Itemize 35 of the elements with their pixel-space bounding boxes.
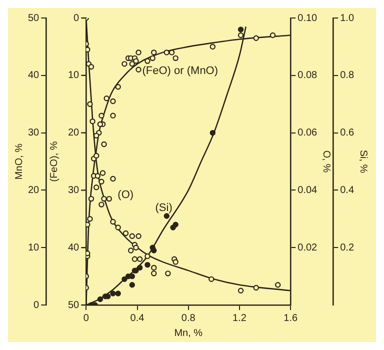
y-tick-label: 0 xyxy=(34,300,40,311)
y-tick-label: 40 xyxy=(28,70,40,82)
series-label: (O) xyxy=(118,188,134,201)
x-tick-label: 0.4 xyxy=(130,312,145,324)
x-tick-label: 1.2 xyxy=(232,312,247,324)
text: (FeO), % xyxy=(48,141,60,182)
y3-tick-label: 0.4 xyxy=(340,184,354,196)
x-tick-label: 1.6 xyxy=(284,312,298,324)
y2-tick-label: 0.04 xyxy=(298,184,318,196)
y2-tick-label: 0.08 xyxy=(298,70,318,82)
text: 30 xyxy=(68,184,80,196)
y2-tick-label: 0.02 xyxy=(298,242,318,254)
y2-axis-title: O, % xyxy=(320,150,332,173)
y-tick-label: 20 xyxy=(28,184,40,196)
y-tick-label: 30 xyxy=(28,128,40,139)
text: 20 xyxy=(68,128,80,139)
y3-tick-label: 0.6 xyxy=(340,128,354,139)
x-axis-title: Mn, % xyxy=(174,328,203,339)
text: 0 xyxy=(74,12,80,24)
y3-tick-label: 1.0 xyxy=(340,12,354,24)
x-tick-label: 0 xyxy=(83,312,90,324)
y3-tick-label: 0.2 xyxy=(340,242,354,254)
series-label: (Si) xyxy=(155,202,172,214)
y2-tick-label: 0.06 xyxy=(298,128,318,139)
x-tick-label: 0.8 xyxy=(181,312,196,324)
y-tick-label: 10 xyxy=(28,242,40,254)
y-axis-title: MnO, % xyxy=(14,143,25,180)
y2-tick-label: 0.10 xyxy=(298,12,318,24)
text: 10 xyxy=(68,70,80,82)
series-label: (FeO) or (MnO) xyxy=(142,64,218,77)
text: 40 xyxy=(68,242,80,254)
y-tick-label: 50 xyxy=(28,12,40,24)
y3-axis-title: Si, % xyxy=(357,150,368,174)
text: 50 xyxy=(68,300,80,311)
y3-tick-label: 0.8 xyxy=(340,70,354,82)
